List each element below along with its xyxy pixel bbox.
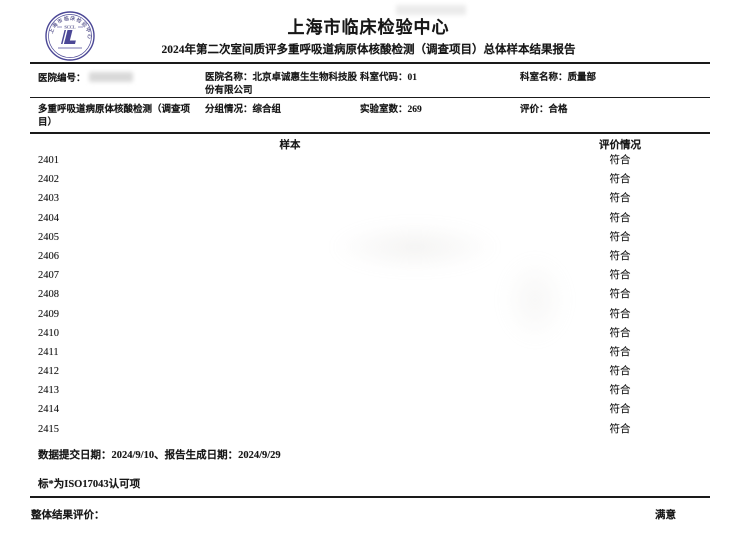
table-row: 2410 符合 xyxy=(30,324,710,343)
sample-id: 2408 xyxy=(38,289,59,301)
hospital-name-label: 医院名称： xyxy=(205,73,253,83)
table-row: 2403 符合 xyxy=(30,189,710,208)
table-header-result: 评价情况 xyxy=(599,140,641,151)
table-row: 2414 符合 xyxy=(30,400,710,419)
dept-code-cell: 科室代码：01 xyxy=(360,72,520,97)
result-value: 符合 xyxy=(609,366,631,378)
result-value: 符合 xyxy=(609,308,631,320)
table-row: 2401 符合 xyxy=(30,151,710,170)
hospital-no-label: 医院编号： xyxy=(38,74,86,84)
hospital-no-redacted xyxy=(88,72,133,82)
table-row: 2402 符合 xyxy=(30,170,710,189)
divider xyxy=(30,97,710,98)
hospital-name-value: 北京卓诚惠生生物科技股份有限公司 xyxy=(205,73,358,96)
org-seal-logo: 上海市临床检验中心 SCCL xyxy=(45,11,95,61)
divider xyxy=(30,496,710,498)
result-value: 符合 xyxy=(609,212,631,224)
result-value: 符合 xyxy=(609,270,631,282)
sample-table-header: 样本 评价情况 xyxy=(30,137,710,151)
result-value: 符合 xyxy=(609,155,631,166)
page-title: 上海市临床检验中心 xyxy=(287,18,450,37)
eval-label: 评价： xyxy=(520,105,549,115)
sample-id: 2401 xyxy=(38,155,59,166)
sample-id: 2402 xyxy=(38,174,59,186)
sample-id: 2414 xyxy=(38,404,59,416)
table-row: 2413 符合 xyxy=(30,381,710,400)
table-row: 2407 符合 xyxy=(30,266,710,285)
sample-id: 2405 xyxy=(38,231,59,243)
sample-id: 2403 xyxy=(38,193,59,205)
iso-note: 标*为ISO17043认可项 xyxy=(38,479,141,490)
dept-name-value: 质量部 xyxy=(567,73,597,83)
result-value: 符合 xyxy=(609,346,631,358)
lab-count-cell: 实验室数：269 xyxy=(360,104,520,129)
lab-count-label: 实验室数： xyxy=(360,105,408,115)
sample-id: 2409 xyxy=(38,308,59,320)
result-value: 符合 xyxy=(609,193,631,205)
dept-name-label: 科室名称： xyxy=(520,73,568,83)
sample-id: 2415 xyxy=(38,423,59,435)
table-row: 2404 符合 xyxy=(30,209,710,228)
project-name-cell: 多重呼吸道病原体核酸检测（调查项目） xyxy=(38,104,196,129)
table-row: 2409 符合 xyxy=(30,305,710,324)
sample-id: 2411 xyxy=(38,346,59,358)
hospital-no-cell: 医院编号： xyxy=(38,72,205,97)
result-value: 符合 xyxy=(609,385,631,397)
overall-result-value: 满意 xyxy=(655,510,676,521)
dept-name-cell: 科室名称：质量部 xyxy=(520,72,710,97)
sample-id: 2404 xyxy=(38,212,59,224)
hospital-info-row: 医院编号： 医院名称：北京卓诚惠生生物科技股份有限公司 科室代码：01 科室名称… xyxy=(30,72,710,97)
seal-l-mark xyxy=(61,30,76,44)
result-value: 符合 xyxy=(609,404,631,416)
redacted-area-top xyxy=(396,5,466,15)
sample-id: 2406 xyxy=(38,250,59,262)
lab-count-value: 269 xyxy=(407,105,422,115)
seal-abbr-text: SCCL xyxy=(64,25,76,30)
sample-id: 2410 xyxy=(38,327,59,339)
project-name: 多重呼吸道病原体核酸检测（调查项目） xyxy=(38,105,191,128)
table-row: 2415 符合 xyxy=(30,420,710,439)
sample-table-body: 2401 符合 2402 符合 2403 符合 2404 符合 2405 符合 2406 符合 2407… xyxy=(30,151,710,439)
eval-cell: 评价：合格 xyxy=(520,104,710,129)
overall-result-label: 整体结果评价： xyxy=(31,510,105,521)
table-row: 2411 符合 xyxy=(30,343,710,362)
sample-id: 2412 xyxy=(38,366,59,378)
dates-line: 数据提交日期：2024/9/10、报告生成日期：2024/9/29 xyxy=(38,450,281,461)
sample-id: 2407 xyxy=(38,270,59,282)
result-value: 符合 xyxy=(609,174,631,186)
sample-id: 2413 xyxy=(38,385,59,397)
result-value: 符合 xyxy=(609,231,631,243)
hospital-name-cell: 医院名称：北京卓诚惠生生物科技股份有限公司 xyxy=(205,72,360,97)
report-subtitle: 2024年第二次室间质评多重呼吸道病原体核酸检测（调查项目）总体样本结果报告 xyxy=(161,44,576,56)
result-value: 符合 xyxy=(609,423,631,435)
result-value: 符合 xyxy=(609,250,631,262)
divider xyxy=(30,62,710,64)
group-value: 综合组 xyxy=(252,105,282,115)
result-value: 符合 xyxy=(609,327,631,339)
table-row: 2405 符合 xyxy=(30,228,710,247)
group-cell: 分组情况：综合组 xyxy=(205,104,360,129)
eval-value: 合格 xyxy=(548,105,568,115)
project-info-row: 多重呼吸道病原体核酸检测（调查项目） 分组情况：综合组 实验室数：269 评价：… xyxy=(30,104,710,129)
divider xyxy=(30,132,710,134)
table-row: 2406 符合 xyxy=(30,247,710,266)
table-row: 2412 符合 xyxy=(30,362,710,381)
result-value: 符合 xyxy=(609,289,631,301)
table-header-sample: 样本 xyxy=(279,140,301,151)
group-label: 分组情况： xyxy=(205,105,253,115)
dept-code-value: 01 xyxy=(407,73,418,83)
table-row: 2408 符合 xyxy=(30,285,710,304)
dept-code-label: 科室代码： xyxy=(360,73,408,83)
